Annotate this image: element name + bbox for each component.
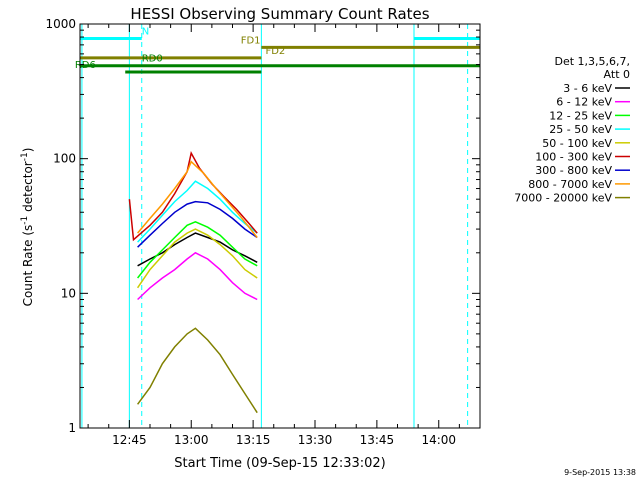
chart-title: HESSI Observing Summary Count Rates [130,5,429,23]
legend-entry-label: 6 - 12 keV [556,96,612,109]
series-line [137,180,258,243]
x-tick-label: 14:00 [421,433,456,447]
axes: 1 10 100 1000 12:45 13:00 13:15 13:30 13:45 14:00 [45,17,481,447]
series-group [128,150,258,414]
mode-bars: N FD1 FD2 RD0 RD6 [75,27,480,74]
x-tick-label: 13:15 [236,433,271,447]
legend-title-1: Det 1,3,5,6,7, [554,55,630,68]
legend-entry-label: 800 - 7000 keV [528,178,612,191]
mode-bar-label: N [142,27,149,38]
series-line [137,200,258,248]
legend-entry-label: 12 - 25 keV [549,109,612,122]
x-tick-label: 12:45 [112,433,147,447]
mode-bar-label: FD1 [241,35,261,46]
y-tick-label: 1000 [45,17,76,31]
x-tick-label: 13:45 [360,433,395,447]
legend-entry-label: 25 - 50 keV [549,123,612,136]
series-line [137,160,258,238]
mode-bar-label: FD2 [265,46,285,57]
legend-entry-label: 7000 - 20000 keV [514,192,612,205]
mode-bar-label: RD0 [142,54,163,65]
mode-bar-label: RD6 [75,60,96,71]
x-tick-label: 13:30 [298,433,333,447]
y-tick-label: 10 [61,286,76,300]
vertical-markers [81,24,469,428]
series-line [128,150,258,242]
legend-entry-label: 100 - 300 keV [535,151,612,164]
plot-frame [79,23,481,429]
y-tick-label: 100 [53,152,76,166]
series-line [137,251,258,301]
timestamp: 9-Sep-2015 13:38 [564,468,636,477]
legend-entry-label: 3 - 6 keV [563,82,612,95]
x-axis-label: Start Time (09-Sep-15 12:33:02) [174,456,385,471]
legend-title-2: Att 0 [604,68,630,81]
series-line [137,220,258,279]
series-line [136,228,258,289]
y-axis-label: Count Rate (s-1 detector-1) [20,148,35,307]
y-tick-label: 1 [68,421,76,435]
series-line [137,232,258,267]
x-tick-label: 13:00 [174,433,209,447]
legend-entry-label: 50 - 100 keV [542,137,612,150]
legend-entry-label: 300 - 800 keV [535,164,612,177]
series-line [136,327,258,414]
